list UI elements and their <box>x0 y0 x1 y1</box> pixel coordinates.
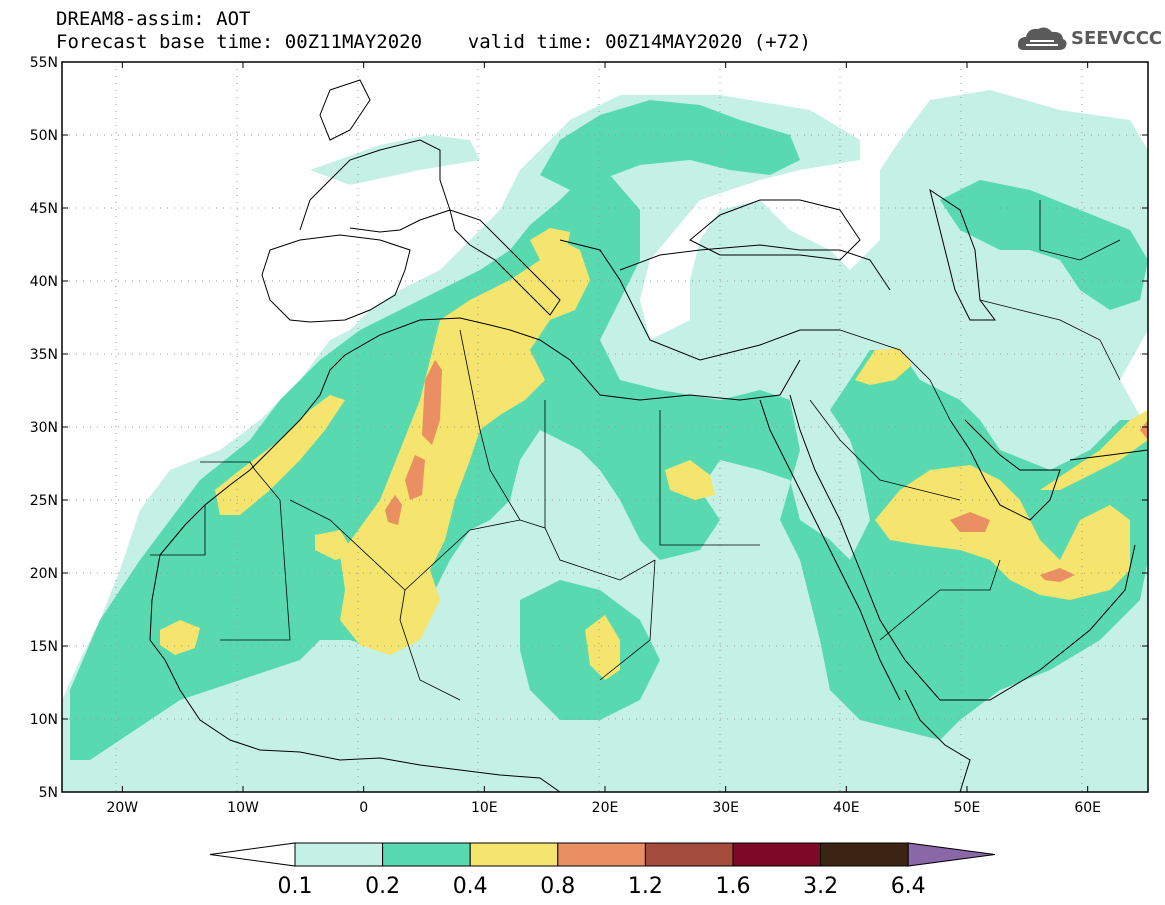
colorbar-swatch <box>644 842 734 867</box>
colorbar-swatch <box>294 842 384 867</box>
colorbar-swatch <box>557 842 646 867</box>
lat-tick-label: 55N <box>30 55 58 71</box>
chart-title: DREAM8-assim: AOT <box>56 8 251 30</box>
lat-tick-label: 40N <box>30 274 58 290</box>
lat-tick-label: 50N <box>30 128 58 144</box>
colorbar-swatch <box>469 842 559 867</box>
lat-tick-label: 35N <box>30 347 58 363</box>
colorbar-level-label: 0.2 <box>365 874 400 899</box>
colorbar-labels: 0.1 0.2 0.4 0.8 1.2 1.6 3.2 6.4 <box>278 874 926 899</box>
lon-tick-label: 40E <box>833 800 860 816</box>
colorbar-swatch <box>732 842 822 867</box>
colorbar-level-label: 0.4 <box>453 874 488 899</box>
colorbar-level-label: 3.2 <box>803 874 838 899</box>
colorbar-level-label: 0.1 <box>278 874 313 899</box>
aot-level-0.2 <box>70 100 1148 760</box>
lat-tick-label: 30N <box>30 420 58 436</box>
latitude-labels: 55N 50N 45N 40N 35N 30N 25N 20N 15N 10N 5N <box>30 55 58 801</box>
seevccc-logo: SEEVCCC <box>1016 24 1162 52</box>
borders <box>150 200 1121 701</box>
longitude-labels: 20W 10W 0 10E 20E 30E 40E 50E 60E <box>106 800 1101 816</box>
forecast-time-subtitle: Forecast base time: 00Z11MAY2020 valid t… <box>56 31 811 53</box>
lon-tick-label: 10W <box>227 800 259 816</box>
colorbar-level-label: 1.6 <box>716 874 751 899</box>
lon-tick-label: 60E <box>1074 800 1101 816</box>
colorbar-swatch <box>820 842 909 867</box>
lon-tick-label: 30E <box>712 800 739 816</box>
cloud-icon <box>1017 27 1067 50</box>
lon-tick-label: 10E <box>471 800 498 816</box>
aot-level-0.4 <box>160 228 1148 680</box>
lat-tick-label: 20N <box>30 566 58 582</box>
colorbar-under-triangle <box>209 842 296 867</box>
colorbar-swatch <box>382 842 471 867</box>
logo-text: SEEVCCC <box>1071 27 1163 49</box>
aot-level-0.8 <box>385 360 1148 582</box>
lon-tick-label: 50E <box>954 800 981 816</box>
colorbar-level-label: 0.8 <box>540 874 575 899</box>
lat-tick-label: 15N <box>30 639 58 655</box>
graticule <box>62 62 1148 792</box>
lon-tick-label: 0 <box>359 800 368 816</box>
aot-fields <box>62 62 1148 792</box>
colorbar-level-label: 1.2 <box>628 874 663 899</box>
colorbar <box>209 842 996 867</box>
lon-tick-label: 20E <box>592 800 619 816</box>
lat-tick-label: 25N <box>30 493 58 509</box>
lat-tick-label: 10N <box>30 712 58 728</box>
axis-ticks <box>62 61 1148 793</box>
lat-tick-label: 45N <box>30 201 58 217</box>
colorbar-level-label: 6.4 <box>891 874 926 899</box>
coastlines <box>149 79 1148 792</box>
lat-tick-label: 5N <box>39 785 58 801</box>
colorbar-over-triangle <box>907 842 996 867</box>
lon-tick-label: 20W <box>106 800 138 816</box>
